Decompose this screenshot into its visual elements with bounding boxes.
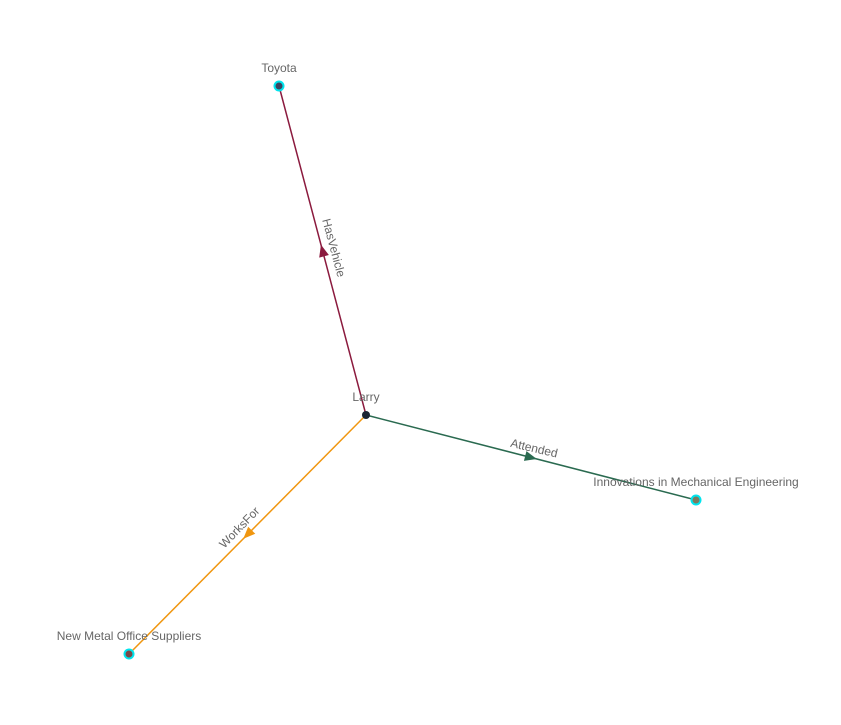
arrowhead-icon (523, 451, 537, 461)
edge-worksfor[interactable]: WorksFor (128, 414, 367, 655)
edge-label: HasVehicle (319, 217, 348, 279)
node-nmos[interactable]: New Metal Office Suppliers (57, 629, 202, 660)
edge-hasvehicle[interactable]: HasVehicle (278, 85, 367, 416)
node-label: Toyota (261, 61, 297, 75)
node-circle[interactable] (692, 496, 700, 504)
node-circle[interactable] (275, 82, 283, 90)
node-circle[interactable] (125, 650, 133, 658)
node-label: New Metal Office Suppliers (57, 629, 202, 643)
node-innov[interactable]: Innovations in Mechanical Engineering (593, 475, 799, 506)
node-label: Larry (352, 390, 379, 404)
node-larry[interactable]: Larry (352, 390, 380, 419)
arrowhead-icon (243, 526, 256, 539)
edge-label: Attended (509, 436, 559, 460)
arrowhead-icon (319, 244, 329, 258)
node-circle[interactable] (362, 411, 370, 419)
node-label: Innovations in Mechanical Engineering (593, 475, 798, 489)
node-toyota[interactable]: Toyota (261, 61, 297, 92)
